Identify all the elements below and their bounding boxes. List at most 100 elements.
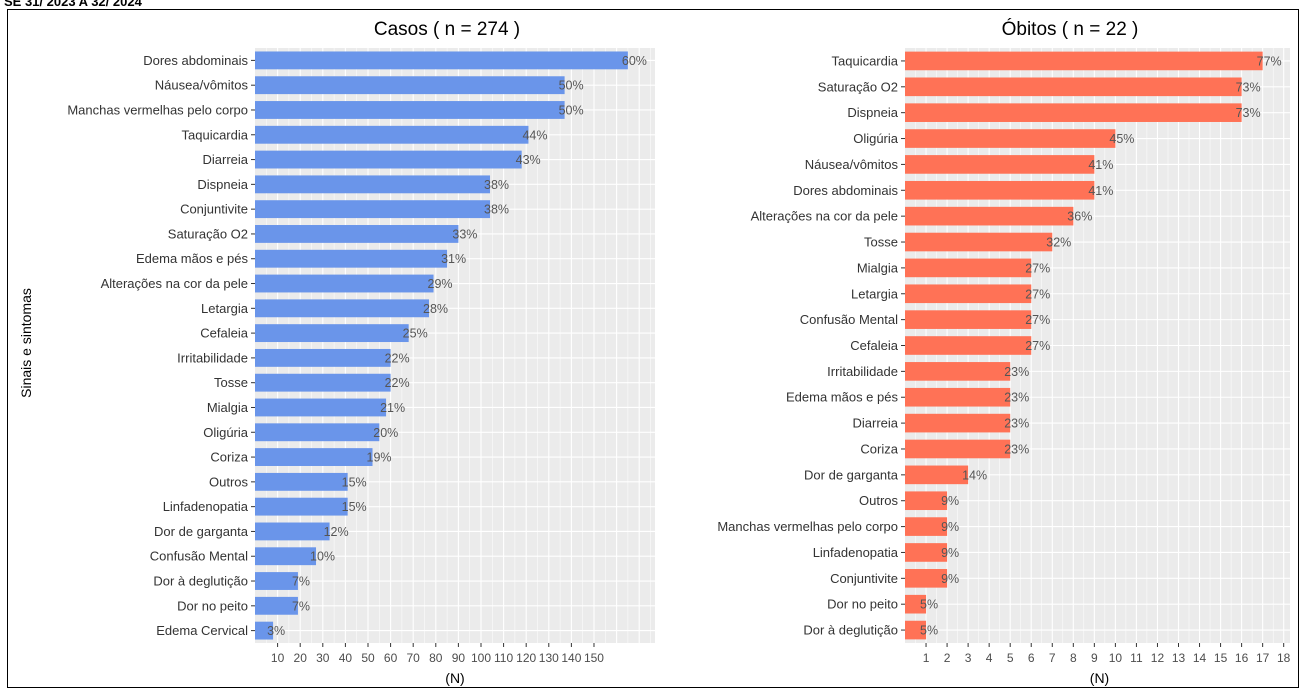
casos-data-label: 50% bbox=[559, 79, 584, 93]
obitos-data-label: 5% bbox=[920, 624, 938, 638]
casos-x-tick-label: 130 bbox=[539, 651, 559, 665]
obitos-data-label: 27% bbox=[1025, 261, 1050, 275]
obitos-category-label: Confusão Mental bbox=[800, 312, 898, 327]
obitos-data-label: 9% bbox=[941, 520, 959, 534]
casos-data-label: 28% bbox=[423, 302, 448, 316]
obitos-x-tick-label: 13 bbox=[1172, 651, 1186, 665]
obitos-bar bbox=[905, 284, 1032, 304]
obitos-category-label: Saturação O2 bbox=[818, 79, 898, 94]
casos-x-tick-label: 10 bbox=[271, 651, 285, 665]
obitos-bar bbox=[905, 543, 948, 562]
casos-category-label: Mialgia bbox=[207, 400, 249, 415]
casos-bar bbox=[255, 596, 298, 615]
casos-bar bbox=[255, 572, 298, 590]
casos-category-label: Dores abdominais bbox=[143, 53, 248, 68]
casos-data-label: 44% bbox=[522, 128, 547, 142]
obitos-category-label: Linfadenopatia bbox=[813, 545, 899, 560]
obitos-data-label: 27% bbox=[1025, 339, 1050, 353]
obitos-x-tick-label: 4 bbox=[986, 651, 993, 665]
obitos-bar bbox=[905, 569, 948, 588]
obitos-x-tick-label: 3 bbox=[965, 651, 972, 665]
obitos-category-label: Irritabilidade bbox=[827, 364, 898, 379]
casos-bar bbox=[255, 423, 380, 442]
obitos-x-tick-label: 1 bbox=[923, 651, 930, 665]
casos-category-label: Diarreia bbox=[202, 152, 248, 167]
casos-x-tick-label: 70 bbox=[407, 651, 421, 665]
obitos-category-label: Manchas vermelhas pelo corpo bbox=[717, 519, 898, 534]
casos-data-label: 38% bbox=[484, 203, 509, 217]
casos-data-label: 12% bbox=[324, 525, 349, 539]
obitos-data-label: 45% bbox=[1109, 132, 1134, 146]
obitos-data-label: 14% bbox=[962, 468, 987, 482]
obitos-x-axis-title: (N) bbox=[1090, 670, 1109, 686]
casos-category-label: Linfadenopatia bbox=[163, 499, 249, 514]
obitos-bar bbox=[905, 206, 1074, 226]
obitos-panel: Óbitos ( n = 22 ) Taquicardia 77% Saturação… bbox=[717, 18, 1290, 686]
obitos-x-tick-label: 10 bbox=[1109, 651, 1123, 665]
obitos-data-label: 41% bbox=[1088, 158, 1113, 172]
casos-x-tick-label: 140 bbox=[561, 651, 581, 665]
obitos-data-label: 23% bbox=[1004, 365, 1029, 379]
obitos-category-label: Alterações na cor da pele bbox=[751, 209, 898, 224]
obitos-category-label: Mialgia bbox=[857, 260, 899, 275]
obitos-bar bbox=[905, 310, 1032, 329]
obitos-category-label: Coriza bbox=[860, 441, 898, 456]
obitos-data-label: 9% bbox=[941, 572, 959, 586]
casos-x-tick-label: 60 bbox=[384, 651, 398, 665]
obitos-x-tick-label: 8 bbox=[1070, 651, 1077, 665]
casos-bar bbox=[255, 225, 459, 243]
casos-plot-background bbox=[255, 48, 655, 643]
obitos-x-tick-label: 14 bbox=[1193, 651, 1207, 665]
casos-bar bbox=[255, 51, 628, 70]
obitos-category-label: Dispneia bbox=[847, 105, 898, 120]
casos-title: Casos ( n = 274 ) bbox=[374, 19, 520, 40]
casos-data-label: 3% bbox=[267, 624, 285, 638]
obitos-x-tick-label: 7 bbox=[1049, 651, 1056, 665]
obitos-data-label: 27% bbox=[1025, 313, 1050, 327]
obitos-data-label: 9% bbox=[941, 494, 959, 508]
top-caption: SE 31/ 2023 A 32/ 2024 bbox=[4, 0, 142, 9]
obitos-category-label: Tosse bbox=[864, 235, 898, 250]
casos-bar bbox=[255, 200, 491, 219]
casos-category-label: Dor à deglutição bbox=[153, 574, 248, 589]
obitos-x-tick-label: 12 bbox=[1151, 651, 1165, 665]
casos-bar bbox=[255, 497, 348, 516]
obitos-category-label: Taquicardia bbox=[832, 53, 899, 68]
obitos-category-label: Outros bbox=[859, 493, 899, 508]
casos-data-label: 10% bbox=[310, 550, 335, 564]
obitos-category-label: Dores abdominais bbox=[793, 183, 898, 198]
casos-x-tick-label: 150 bbox=[584, 651, 604, 665]
casos-bar bbox=[255, 522, 330, 541]
casos-x-tick-label: 90 bbox=[452, 651, 466, 665]
casos-category-label: Edema mãos e pés bbox=[136, 251, 249, 266]
obitos-category-label: Conjuntivite bbox=[830, 571, 898, 586]
obitos-category-label: Dor de garganta bbox=[804, 467, 899, 482]
obitos-x-tick-label: 5 bbox=[1007, 651, 1014, 665]
obitos-data-label: 32% bbox=[1046, 236, 1071, 250]
casos-x-tick-label: 80 bbox=[429, 651, 443, 665]
casos-bar bbox=[255, 324, 409, 343]
obitos-data-label: 73% bbox=[1236, 80, 1261, 94]
casos-bar bbox=[255, 348, 391, 367]
casos-bar bbox=[255, 373, 391, 392]
casos-bar bbox=[255, 547, 317, 566]
obitos-category-label: Náusea/vômitos bbox=[805, 157, 899, 172]
casos-x-tick-label: 120 bbox=[516, 651, 536, 665]
obitos-data-label: 23% bbox=[1004, 417, 1029, 431]
casos-data-label: 7% bbox=[292, 599, 310, 613]
casos-x-tick-label: 30 bbox=[316, 651, 330, 665]
obitos-bar bbox=[905, 491, 948, 511]
casos-data-label: 29% bbox=[428, 277, 453, 291]
obitos-x-tick-label: 18 bbox=[1277, 651, 1291, 665]
obitos-bar bbox=[905, 362, 1011, 381]
casos-category-label: Manchas vermelhas pelo corpo bbox=[67, 102, 248, 117]
casos-bar bbox=[255, 125, 529, 144]
casos-data-label: 22% bbox=[385, 376, 410, 390]
obitos-bar bbox=[905, 413, 1011, 433]
obitos-bar bbox=[905, 155, 1095, 174]
casos-bar bbox=[255, 76, 565, 95]
casos-bar bbox=[255, 150, 522, 169]
obitos-bar bbox=[905, 465, 969, 485]
obitos-bar bbox=[905, 594, 927, 614]
obitos-title: Óbitos ( n = 22 ) bbox=[1002, 18, 1139, 40]
